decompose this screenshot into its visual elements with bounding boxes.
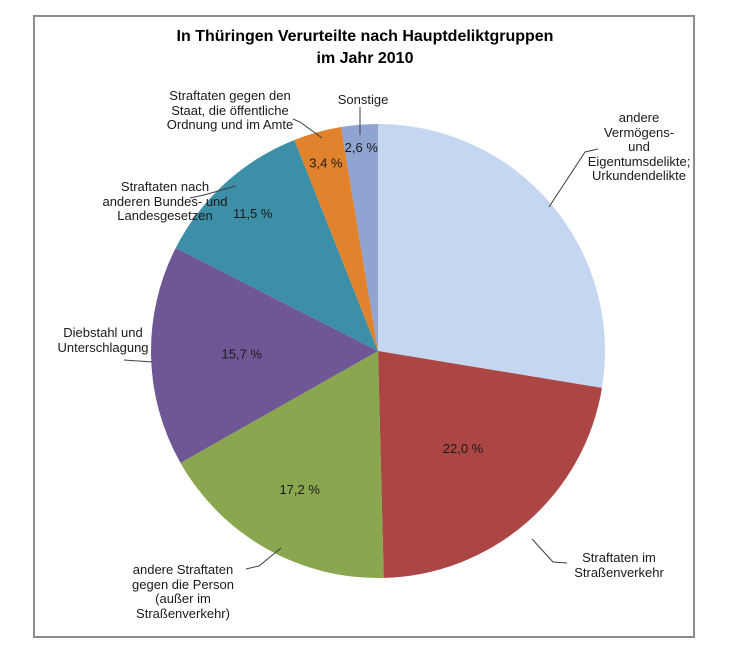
- leader-line-staat: [292, 118, 323, 139]
- pie-slice: [150, 247, 378, 463]
- leader-line-person: [245, 547, 282, 570]
- percent-label: 22,0 %: [443, 441, 484, 456]
- slice-label-strassenverkehr: Straftaten im Straßenverkehr: [574, 550, 664, 580]
- pie-slices: 22,0 % 17,2 % 15,7 % 11,5 % 3,4 %2,6 %: [150, 124, 606, 579]
- leader-line-diebstahl: [123, 359, 154, 363]
- chart-title: In Thüringen Verurteilte nach Hauptdelik…: [176, 28, 554, 67]
- pie-slice: [341, 124, 378, 351]
- leader-line-vermoegen: [548, 148, 599, 208]
- pie-slice: [378, 124, 606, 388]
- slice-label-sonstige: Sonstige: [337, 92, 389, 107]
- leader-line-bundesgesetze: [189, 185, 237, 199]
- percent-label: 15,7 %: [222, 347, 263, 362]
- slice-label-vermoegen: andere Vermögens- und Eigentumsdelikte; …: [587, 110, 691, 184]
- pie-slice: [175, 139, 378, 351]
- pie-slice: [180, 351, 384, 579]
- percent-label: 2,6 %: [345, 140, 379, 155]
- pie-slice: [378, 351, 602, 578]
- slice-label-person: andere Straftaten gegen die Person (auße…: [132, 562, 234, 621]
- percent-label: 17,2 %: [279, 482, 320, 497]
- pie-slice: [294, 127, 378, 352]
- percent-label: 11,5 %: [233, 206, 273, 221]
- slice-label-bundesgesetze: Straftaten nach anderen Bundes- und Land…: [102, 179, 228, 224]
- percent-label: 3,4 %: [309, 155, 343, 170]
- slice-label-diebstahl: Diebstahl und Unterschlagung: [57, 325, 149, 355]
- leader-line-strassenverkehr: [531, 538, 568, 564]
- slice-label-staat: Straftaten gegen den Staat, die öffentli…: [166, 88, 294, 133]
